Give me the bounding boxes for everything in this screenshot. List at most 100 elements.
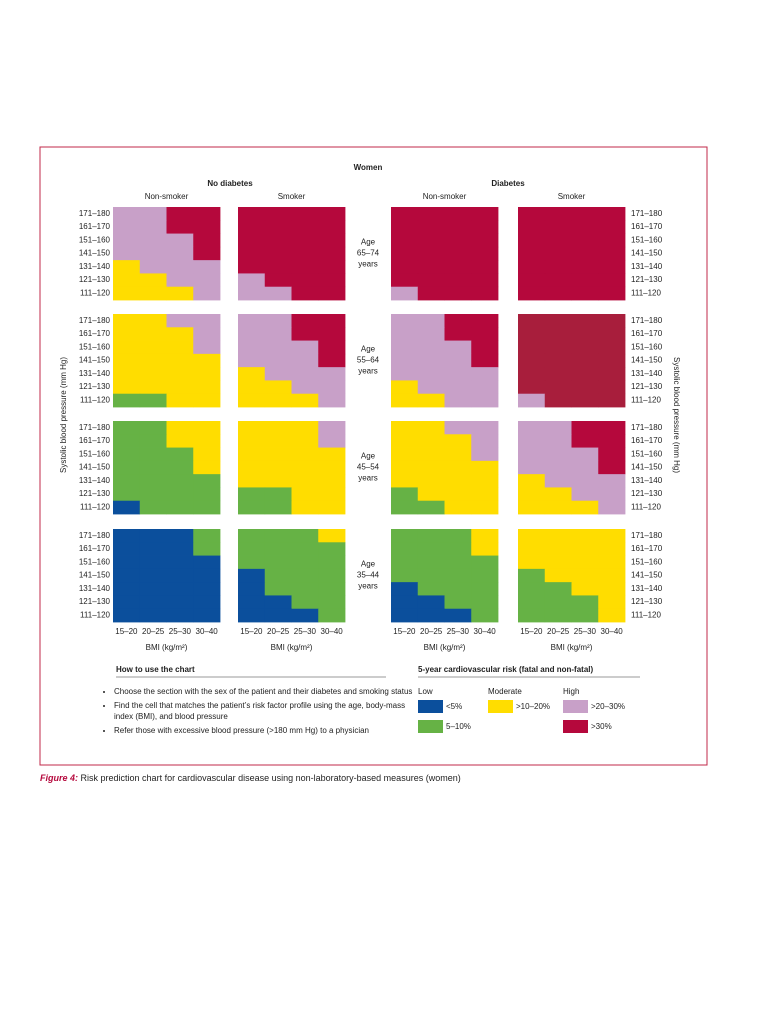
risk-cell bbox=[264, 233, 292, 248]
risk-cell bbox=[544, 529, 572, 543]
risk-cell bbox=[264, 353, 292, 368]
risk-cell bbox=[417, 568, 445, 583]
risk-cell bbox=[318, 340, 346, 355]
risk-cell bbox=[598, 286, 626, 301]
risk-cell bbox=[444, 233, 472, 248]
risk-cell bbox=[391, 246, 419, 261]
risk-cell bbox=[238, 474, 266, 488]
legend-label: >20–30% bbox=[591, 702, 625, 711]
risk-cell bbox=[166, 529, 194, 543]
risk-cell bbox=[544, 220, 572, 234]
risk-cell bbox=[544, 460, 572, 475]
risk-cell bbox=[166, 340, 194, 355]
risk-cell bbox=[238, 380, 266, 395]
sbp-label: 121–130 bbox=[79, 275, 111, 284]
risk-cell bbox=[291, 568, 319, 583]
risk-cell bbox=[238, 233, 266, 248]
risk-cell bbox=[166, 447, 194, 462]
risk-cell bbox=[193, 233, 221, 248]
sbp-label: 161–170 bbox=[79, 544, 111, 553]
risk-cell bbox=[139, 367, 167, 381]
risk-cell bbox=[318, 434, 346, 448]
risk-cell bbox=[318, 233, 346, 248]
age-unit: years bbox=[358, 582, 378, 591]
risk-cell bbox=[238, 273, 266, 288]
risk-cell bbox=[544, 582, 572, 596]
risk-cell bbox=[166, 434, 194, 448]
risk-cell bbox=[139, 393, 167, 408]
risk-cell bbox=[544, 568, 572, 583]
risk-cell bbox=[444, 542, 472, 556]
risk-cell bbox=[193, 367, 221, 381]
sbp-label: 111–120 bbox=[80, 502, 111, 511]
risk-cell bbox=[291, 434, 319, 448]
risk-cell bbox=[444, 353, 472, 368]
risk-cell bbox=[139, 380, 167, 395]
risk-cell bbox=[598, 273, 626, 288]
risk-cell bbox=[113, 608, 141, 623]
risk-cell bbox=[417, 367, 445, 381]
risk-cell bbox=[391, 460, 419, 475]
sbp-label: 161–170 bbox=[631, 222, 663, 231]
risk-cell bbox=[444, 568, 472, 583]
risk-cell bbox=[113, 421, 141, 435]
risk-cell bbox=[166, 608, 194, 623]
risk-cell bbox=[518, 380, 546, 395]
risk-cell bbox=[571, 582, 599, 596]
risk-cell bbox=[238, 529, 266, 543]
risk-cell bbox=[544, 380, 572, 395]
risk-cell bbox=[264, 421, 292, 435]
risk-cell bbox=[291, 367, 319, 381]
risk-cell bbox=[291, 246, 319, 261]
risk-cell bbox=[444, 340, 472, 355]
risk-cell bbox=[318, 447, 346, 462]
sbp-label: 151–160 bbox=[631, 342, 663, 351]
risk-cell bbox=[113, 500, 141, 515]
bmi-title: BMI (kg/m²) bbox=[424, 643, 466, 652]
risk-cell bbox=[264, 393, 292, 408]
risk-cell bbox=[291, 207, 319, 221]
risk-cell bbox=[139, 500, 167, 515]
risk-cell bbox=[571, 595, 599, 610]
risk-cell bbox=[571, 220, 599, 234]
risk-cell bbox=[193, 582, 221, 596]
sbp-label: 111–120 bbox=[80, 610, 111, 619]
risk-cell bbox=[264, 500, 292, 515]
risk-cell bbox=[193, 260, 221, 274]
risk-cell bbox=[391, 434, 419, 448]
risk-cell bbox=[318, 220, 346, 234]
sbp-label: 111–120 bbox=[80, 288, 111, 297]
risk-cell bbox=[571, 500, 599, 515]
risk-cell bbox=[518, 327, 546, 341]
risk-cell bbox=[193, 460, 221, 475]
risk-cell bbox=[166, 555, 194, 570]
how-to-list: Choose the section with the sex of the p… bbox=[100, 686, 414, 739]
risk-cell bbox=[518, 207, 546, 221]
risk-cell bbox=[238, 421, 266, 435]
risk-cell bbox=[238, 340, 266, 355]
risk-cell bbox=[193, 207, 221, 221]
risk-cell bbox=[238, 314, 266, 328]
risk-cell bbox=[166, 568, 194, 583]
risk-cell bbox=[571, 207, 599, 221]
risk-cell bbox=[264, 340, 292, 355]
risk-cell bbox=[318, 273, 346, 288]
risk-cell bbox=[444, 260, 472, 274]
risk-cell bbox=[391, 595, 419, 610]
risk-cell bbox=[238, 367, 266, 381]
risk-cell bbox=[193, 286, 221, 301]
caption: Figure 4: Risk prediction chart for card… bbox=[40, 773, 461, 783]
group-label: Diabetes bbox=[491, 179, 525, 188]
risk-cell bbox=[471, 353, 499, 368]
risk-cell bbox=[471, 474, 499, 488]
risk-cell bbox=[518, 529, 546, 543]
risk-cell bbox=[139, 353, 167, 368]
risk-cell bbox=[544, 393, 572, 408]
risk-cell bbox=[264, 207, 292, 221]
risk-cell bbox=[166, 487, 194, 502]
risk-cell bbox=[471, 246, 499, 261]
risk-cell bbox=[238, 608, 266, 623]
risk-cell bbox=[417, 393, 445, 408]
risk-cell bbox=[544, 367, 572, 381]
risk-cell bbox=[544, 260, 572, 274]
